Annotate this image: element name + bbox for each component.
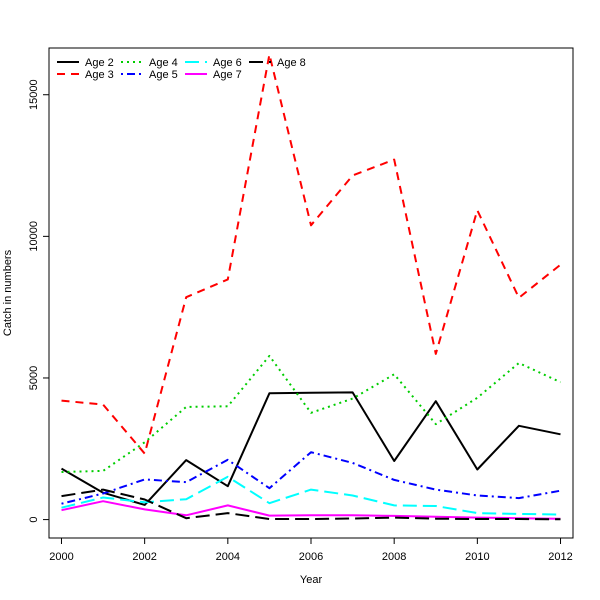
y-tick-label: 0: [28, 517, 40, 523]
x-axis-title: Year: [300, 574, 323, 586]
x-axis: 2000 2002 2004 2006 2008 2010 2012: [49, 538, 573, 563]
series-line-age-7: [61, 500, 561, 520]
x-tick-label: 2004: [216, 551, 240, 563]
series-line-age-4: [61, 354, 561, 473]
legend-label: Age 2: [85, 57, 114, 69]
y-tick-label: 5000: [28, 366, 40, 390]
series-line-age-5: [61, 451, 561, 505]
y-axis: 0 5000 10000 15000: [28, 79, 49, 523]
x-tick-label: 2008: [382, 551, 406, 563]
x-tick-label: 2010: [465, 551, 489, 563]
series-line-age-6: [61, 475, 561, 516]
series-line-age-2: [60, 391, 561, 506]
series-layer: [60, 53, 562, 521]
x-tick-label: 2006: [299, 551, 323, 563]
legend-label: Age 7: [213, 69, 242, 81]
y-tick-label: 15000: [28, 79, 40, 110]
x-tick-label: 2012: [548, 551, 572, 563]
series-line-age-8: [61, 488, 561, 521]
legend-label: Age 6: [213, 57, 242, 69]
x-tick-label: 2000: [49, 551, 73, 563]
legend-label: Age 4: [149, 57, 178, 69]
y-axis-title: Catch in numbers: [2, 249, 14, 336]
y-tick-label: 10000: [28, 221, 40, 252]
legend-label: Age 5: [149, 69, 178, 81]
legend-label: Age 8: [277, 57, 306, 69]
legend-label: Age 3: [85, 69, 114, 81]
x-tick-label: 2002: [132, 551, 156, 563]
series-line-age-3: [61, 53, 562, 455]
